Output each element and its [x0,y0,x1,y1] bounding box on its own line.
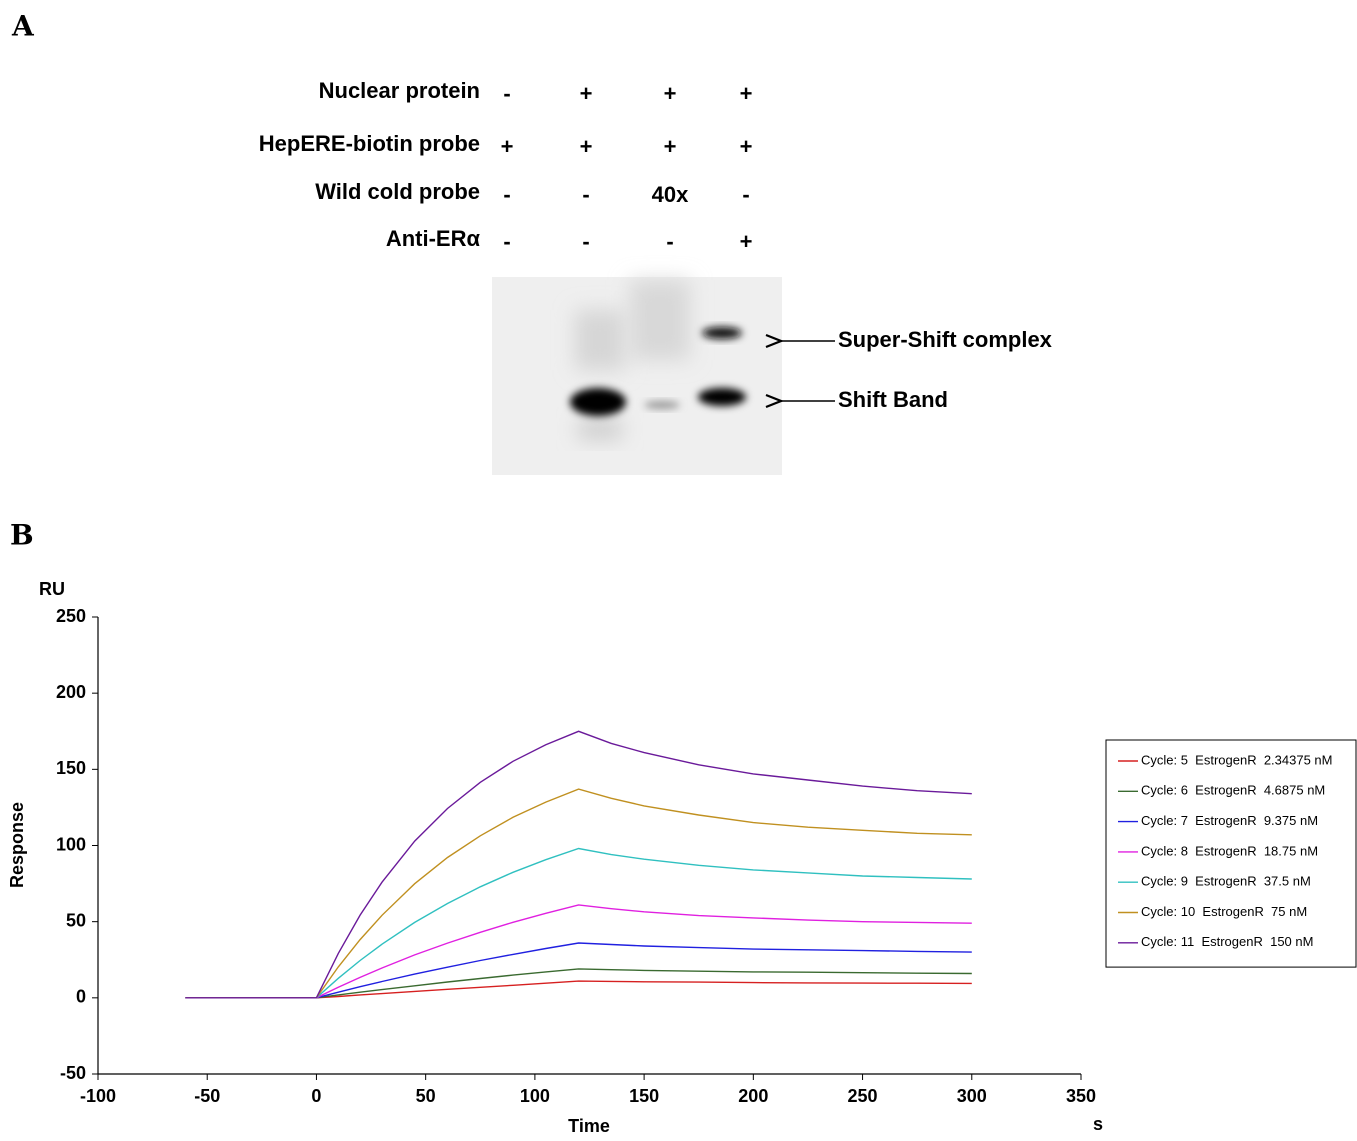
row-label: HepERE-biotin probe [259,131,480,156]
x-tick-label: 350 [1066,1086,1096,1106]
figure: A Super-Shift complex Shift Band B Nucle… [0,0,1357,1136]
x-unit: s [1093,1114,1103,1134]
x-tick-label: 300 [957,1086,987,1106]
annotation: Super-Shift complex [838,327,1053,352]
series-line [185,905,971,998]
panel-label: B [10,519,34,552]
series-line [185,849,971,998]
lane-symbol: + [740,229,753,254]
lane-symbol: 40x [652,182,689,207]
series-line [185,731,971,998]
x-tick-label: -50 [194,1086,220,1106]
lane-symbol: + [501,134,514,159]
series-line [185,981,971,998]
row-label: Wild cold probe [315,179,480,204]
x-tick-label: 50 [416,1086,436,1106]
row-label: Anti-ERα [386,226,481,251]
panel-label: A [11,10,35,43]
lane-symbol: - [503,229,510,254]
x-tick-label: -100 [80,1086,116,1106]
lane-symbol: + [580,81,593,106]
series-line [185,789,971,998]
lane-symbol: + [740,134,753,159]
gel [492,277,835,475]
y-tick-label: 250 [56,606,86,626]
y-tick-label: -50 [60,1063,86,1083]
y-tick-label: 0 [76,987,86,1007]
legend-label: Cycle: 11 EstrogenR 150 nM [1141,934,1313,949]
x-tick-label: 250 [848,1086,878,1106]
x-axis-title: Time [568,1116,610,1136]
y-axis-title: Response [7,802,27,888]
lane-symbol: - [742,182,749,207]
lane-symbol: + [580,134,593,159]
lane-symbol: - [503,182,510,207]
lane-symbol: + [740,81,753,106]
y-tick-label: 50 [66,910,86,930]
legend-label: Cycle: 6 EstrogenR 4.6875 nM [1141,783,1325,798]
y-tick-label: 150 [56,758,86,778]
annotation: Shift Band [838,387,948,412]
x-tick-label: 0 [311,1086,321,1106]
lane-symbol: + [664,134,677,159]
legend-label: Cycle: 9 EstrogenR 37.5 nM [1141,874,1311,889]
y-tick-label: 100 [56,834,86,854]
legend-label: Cycle: 8 EstrogenR 18.75 nM [1141,843,1318,858]
legend-label: Cycle: 10 EstrogenR 75 nM [1141,904,1307,919]
y-unit: RU [39,579,65,599]
y-tick-label: 200 [56,682,86,702]
x-tick-label: 100 [520,1086,550,1106]
lane-symbol: - [582,229,589,254]
x-tick-label: 150 [629,1086,659,1106]
row-label: Nuclear protein [319,78,480,103]
legend-label: Cycle: 7 EstrogenR 9.375 nM [1141,813,1318,828]
lane-symbol: - [503,81,510,106]
legend-label: Cycle: 5 EstrogenR 2.34375 nM [1141,752,1333,767]
lane-symbol: - [582,182,589,207]
x-tick-label: 200 [738,1086,768,1106]
lane-symbol: - [666,229,673,254]
lane-symbol: + [664,81,677,106]
series-line [185,943,971,998]
